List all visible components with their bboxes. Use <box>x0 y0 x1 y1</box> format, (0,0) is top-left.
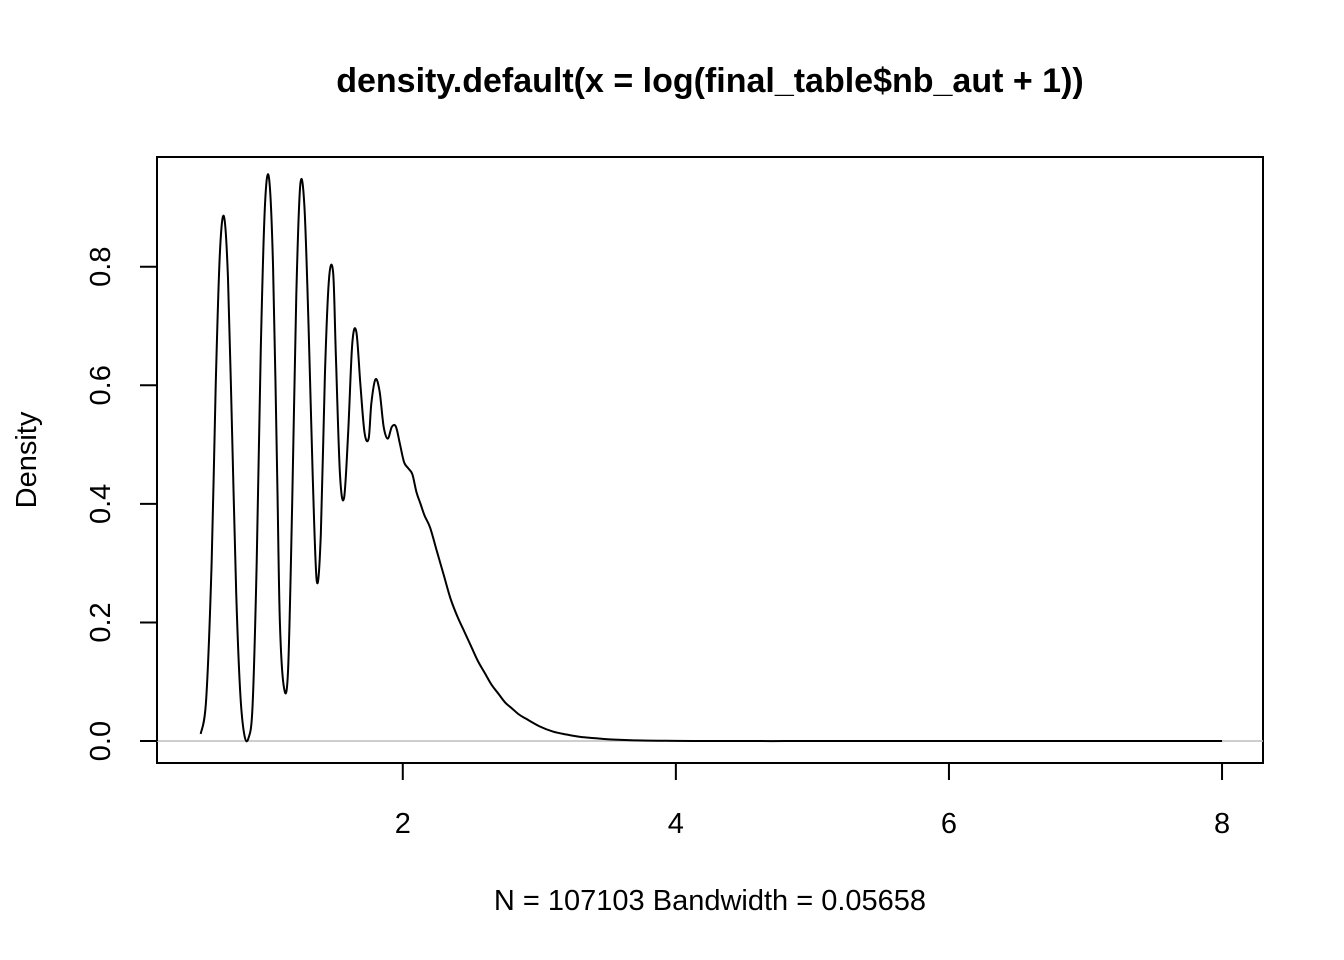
chart-title: density.default(x = log(final_table$nb_a… <box>336 62 1084 100</box>
density-points <box>200 177 1223 742</box>
x-axis-label: N = 107103 Bandwidth = 0.05658 <box>494 885 926 917</box>
x-axis: 2 4 6 8 <box>395 762 1230 840</box>
x-tick-label: 8 <box>1214 808 1230 840</box>
y-axis: 0.0 0.2 0.4 0.6 0.8 <box>85 247 158 761</box>
density-curve <box>199 173 1223 743</box>
y-tick-label: 0.0 <box>85 721 117 761</box>
y-tick-label: 0.2 <box>85 602 117 642</box>
x-tick-label: 2 <box>395 808 411 840</box>
x-tick-label: 6 <box>941 808 957 840</box>
y-axis-label: Density <box>11 411 43 508</box>
y-tick-label: 0.4 <box>85 484 117 524</box>
x-tick-label: 4 <box>668 808 684 840</box>
y-tick-label: 0.6 <box>85 365 117 405</box>
y-tick-label: 0.8 <box>85 247 117 287</box>
